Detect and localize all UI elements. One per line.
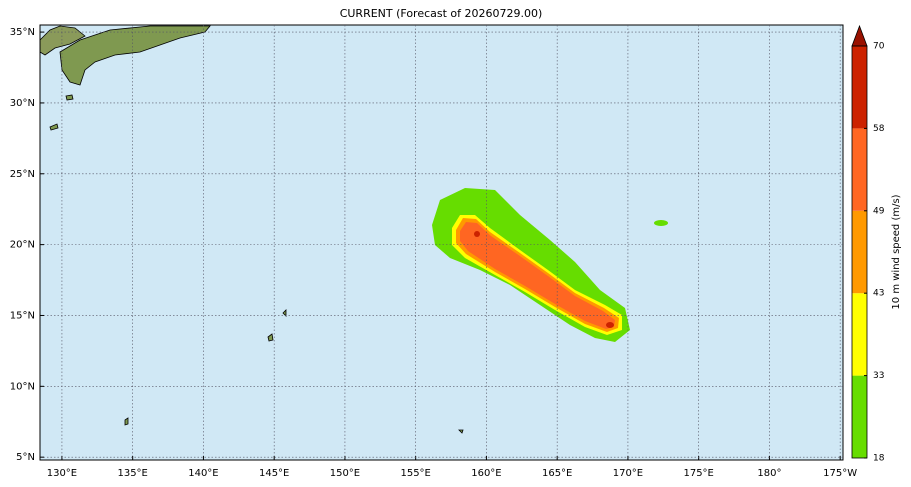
y-tick-label: 5°N (16, 452, 35, 463)
y-tick-label: 20°N (10, 240, 35, 251)
x-tick-label: 150°E (330, 468, 360, 479)
colorbar-segment (852, 128, 867, 211)
x-tick-label: 180° (757, 468, 781, 479)
y-tick-label: 30°N (10, 98, 35, 109)
colorbar-tick-label: 33 (873, 371, 884, 381)
colorbar-segment (852, 46, 867, 129)
island (282, 309, 287, 317)
wind-core (606, 322, 614, 328)
x-tick-label: 135°E (117, 468, 147, 479)
map-title: CURRENT (Forecast of 20260729.00) (340, 7, 543, 20)
y-tick-label: 35°N (10, 27, 35, 38)
x-tick-label: 170°E (613, 468, 643, 479)
x-tick-label: 160°E (471, 468, 501, 479)
wind-core (474, 231, 480, 237)
colorbar-tick-label: 70 (873, 42, 885, 52)
colorbar-segment (852, 210, 867, 294)
colorbar-tick-label: 43 (873, 289, 884, 299)
colorbar-segment (852, 375, 867, 458)
map-frame (39, 24, 844, 461)
land (39, 25, 464, 434)
colorbar-tick-label: 18 (873, 454, 885, 464)
colorbar-extension (851, 24, 868, 47)
colorbar-tick-label: 49 (873, 206, 885, 216)
x-tick-label: 175°E (683, 468, 713, 479)
island (65, 94, 74, 101)
y-tick-label: 15°N (10, 310, 35, 321)
y-tick-label: 10°N (10, 381, 35, 392)
wind-field (432, 188, 668, 342)
x-tick-label: 175°W (823, 468, 857, 479)
island (267, 333, 274, 342)
land-korea (39, 25, 86, 56)
colorbar-tick-label: 58 (873, 124, 885, 134)
colorbar-label: 10 m wind speed (m/s) (891, 194, 902, 309)
island (124, 417, 129, 426)
x-tick-label: 140°E (188, 468, 218, 479)
island (458, 429, 464, 434)
island (49, 123, 59, 131)
x-tick-label: 155°E (400, 468, 430, 479)
y-tick-label: 25°N (10, 169, 35, 180)
wind-band (654, 220, 668, 226)
x-tick-label: 165°E (542, 468, 572, 479)
x-tick-label: 130°E (47, 468, 77, 479)
wind-band (460, 222, 615, 329)
land-japan (59, 25, 211, 86)
colorbar-segment (852, 293, 867, 376)
colorbar-frame (851, 45, 868, 459)
x-tick-label: 145°E (259, 468, 289, 479)
